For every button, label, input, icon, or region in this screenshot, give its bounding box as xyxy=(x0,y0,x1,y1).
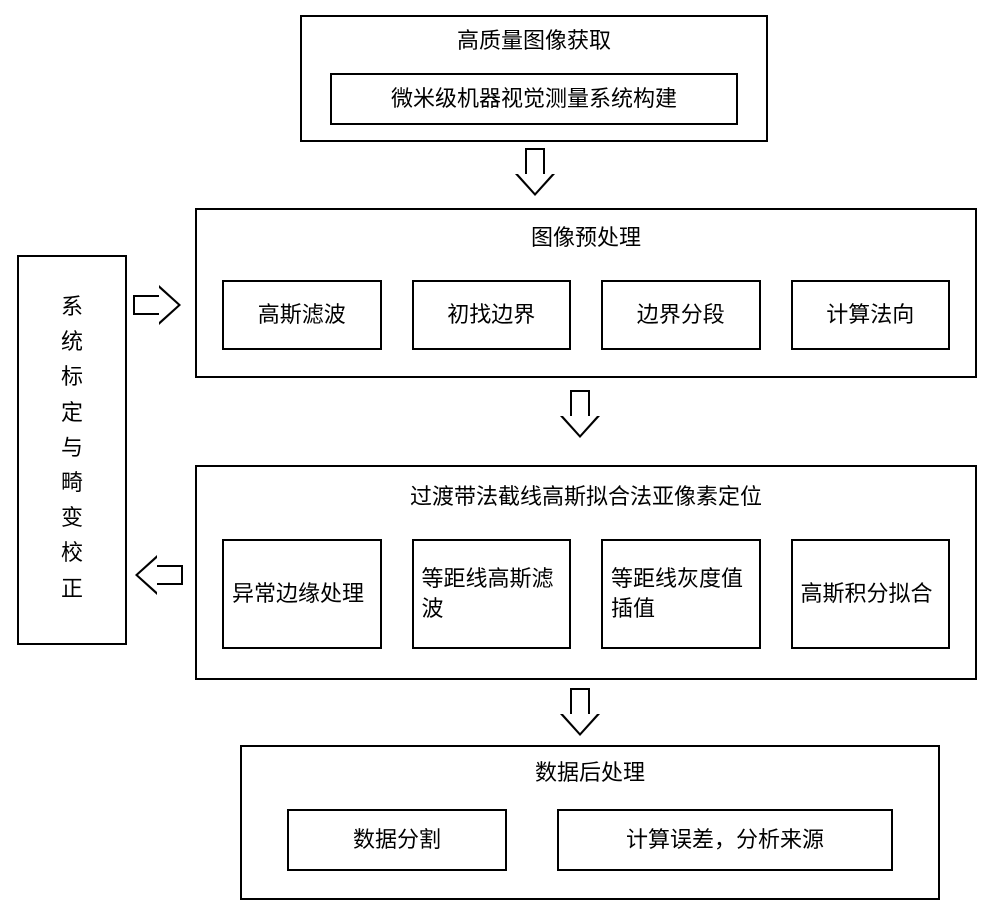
stage4-sub-0-label: 数据分割 xyxy=(353,825,441,855)
stage3-box: 过渡带法截线高斯拟合法亚像素定位 异常边缘处理 等距线高斯滤波 等距线灰度值插值… xyxy=(195,465,977,680)
stage1-sub-0: 微米级机器视觉测量系统构建 xyxy=(330,73,738,125)
side-char-0: 系 xyxy=(19,289,125,324)
arrow-down-2 xyxy=(560,390,600,440)
arrow-down-3 xyxy=(560,688,600,738)
stage2-sub-0: 高斯滤波 xyxy=(222,280,382,350)
stage4-subs: 数据分割 计算误差，分析来源 xyxy=(287,809,893,871)
stage3-sub-0-label: 异常边缘处理 xyxy=(232,579,364,609)
stage2-sub-3: 计算法向 xyxy=(791,280,951,350)
stage4-sub-1-label: 计算误差，分析来源 xyxy=(626,825,824,855)
stage3-sub-2-label: 等距线灰度值插值 xyxy=(611,564,751,623)
stage4-sub-1: 计算误差，分析来源 xyxy=(557,809,893,871)
stage3-sub-1: 等距线高斯滤波 xyxy=(412,539,572,649)
stage3-sub-2: 等距线灰度值插值 xyxy=(601,539,761,649)
stage2-sub-2: 边界分段 xyxy=(601,280,761,350)
stage2-sub-2-label: 边界分段 xyxy=(637,300,725,330)
side-char-3: 定 xyxy=(19,395,125,430)
arrow-right-1 xyxy=(133,285,183,325)
stage1-title: 高质量图像获取 xyxy=(302,27,766,56)
stage3-sub-1-label: 等距线高斯滤波 xyxy=(422,564,562,623)
side-char-5: 畸 xyxy=(19,465,125,500)
stage2-sub-1: 初找边界 xyxy=(412,280,572,350)
stage3-sub-3: 高斯积分拟合 xyxy=(791,539,951,649)
stage3-sub-0: 异常边缘处理 xyxy=(222,539,382,649)
stage4-box: 数据后处理 数据分割 计算误差，分析来源 xyxy=(240,745,940,900)
arrow-down-1 xyxy=(515,148,555,198)
stage2-subs: 高斯滤波 初找边界 边界分段 计算法向 xyxy=(222,280,950,350)
side-char-6: 变 xyxy=(19,500,125,535)
stage3-sub-3-label: 高斯积分拟合 xyxy=(801,579,933,609)
side-char-1: 统 xyxy=(19,324,125,359)
stage4-title: 数据后处理 xyxy=(242,759,938,788)
stage2-box: 图像预处理 高斯滤波 初找边界 边界分段 计算法向 xyxy=(195,208,977,378)
side-char-7: 校 xyxy=(19,535,125,570)
stage2-sub-1-label: 初找边界 xyxy=(447,300,535,330)
arrow-left-1 xyxy=(133,555,183,595)
stage1-box: 高质量图像获取 微米级机器视觉测量系统构建 xyxy=(300,15,768,142)
side-char-8: 正 xyxy=(19,571,125,606)
flowchart-canvas: 高质量图像获取 微米级机器视觉测量系统构建 图像预处理 高斯滤波 初找边界 边界… xyxy=(0,0,1000,921)
stage3-subs: 异常边缘处理 等距线高斯滤波 等距线灰度值插值 高斯积分拟合 xyxy=(222,539,950,649)
stage1-sub-0-label: 微米级机器视觉测量系统构建 xyxy=(391,85,677,114)
side-char-2: 标 xyxy=(19,359,125,394)
side-char-4: 与 xyxy=(19,430,125,465)
stage2-sub-0-label: 高斯滤波 xyxy=(258,300,346,330)
stage2-sub-3-label: 计算法向 xyxy=(826,300,914,330)
side-title: 系 统 标 定 与 畸 变 校 正 xyxy=(19,289,125,606)
stage3-title: 过渡带法截线高斯拟合法亚像素定位 xyxy=(197,483,975,512)
stage4-sub-0: 数据分割 xyxy=(287,809,507,871)
stage2-title: 图像预处理 xyxy=(197,224,975,253)
side-box: 系 统 标 定 与 畸 变 校 正 xyxy=(17,255,127,645)
